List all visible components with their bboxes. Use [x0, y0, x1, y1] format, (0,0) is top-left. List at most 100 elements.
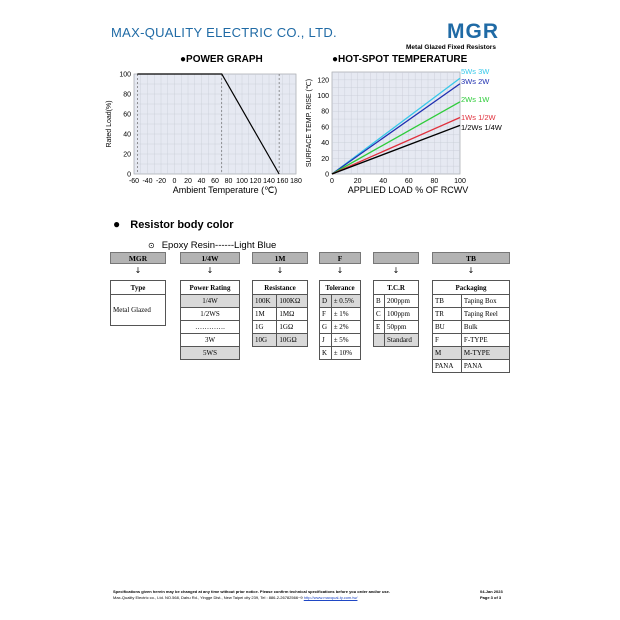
x-tick-label: 100: [236, 178, 248, 185]
packaging-value: PANA: [460, 359, 511, 373]
x-tick-label: 20: [354, 178, 362, 185]
tolerance-value: ± 0.5%: [330, 294, 362, 308]
tcr-code: C: [373, 307, 385, 321]
tcr-value: 200ppm: [384, 294, 419, 308]
x-tick-label: 180: [290, 178, 302, 185]
tcr-code: E: [373, 320, 385, 334]
power-cell: ………….: [180, 320, 240, 334]
y-tick-label: 60: [321, 124, 329, 131]
tolerance-value: ± 1%: [330, 307, 362, 321]
resistance-value: 100KΩ: [276, 294, 308, 308]
x-tick-label: -40: [142, 178, 152, 185]
x-axis-label: Ambient Temperature (℃): [173, 185, 277, 195]
website-link[interactable]: http://www.maxqual-ty.com.tw/: [303, 595, 358, 600]
legend-label: 1Ws 1/2W: [461, 113, 497, 122]
type-table: Type Metal Glazed: [110, 280, 166, 326]
packaging-value: M-TYPE: [460, 346, 511, 360]
code-tcr: [373, 252, 419, 264]
y-tick-label: 0: [127, 172, 131, 179]
y-tick-label: 100: [317, 93, 329, 100]
legend-label: 2Ws 1W: [461, 95, 490, 104]
packaging-value: Taping Reel: [460, 307, 511, 321]
company-name: MAX-QUALITY ELECTRIC CO., LTD.: [111, 25, 337, 40]
packaging-value: Taping Box: [460, 294, 511, 308]
power-cell: 3W: [180, 333, 240, 347]
x-tick-label: 100: [454, 178, 466, 185]
tolerance-code: D: [319, 294, 332, 308]
code-packaging: TB: [432, 252, 510, 264]
resistance-value: 1MΩ: [276, 307, 308, 321]
footer-date: 04-Jan 2023: [480, 589, 503, 594]
tolerance-value: ± 2%: [330, 320, 362, 334]
packaging-code: TR: [432, 307, 462, 321]
tcr-table: T.C.R B 200ppm C 100ppm E 50ppm Standard: [373, 280, 419, 347]
resistance-code: 1M: [251, 307, 278, 321]
series-line: [331, 101, 461, 175]
tolerance-code: G: [319, 320, 332, 334]
packaging-table: Packaging TB Taping Box TR Taping Reel BU B…: [432, 280, 511, 373]
tolerance-value: ± 10%: [330, 346, 362, 360]
packaging-value: F-TYPE: [460, 333, 511, 347]
tolerance-code: K: [319, 346, 332, 360]
resistance-code: 1G: [251, 320, 278, 334]
y-tick-label: 60: [123, 112, 131, 119]
power-graph-title: ●POWER GRAPH: [180, 54, 263, 65]
x-tick-label: 60: [405, 178, 413, 185]
tolerance-header: Tolerance: [319, 280, 361, 295]
resistance-value: 10GΩ: [276, 333, 308, 347]
resistance-code: 100K: [251, 294, 278, 308]
down-arrow-icon: ↓: [467, 266, 475, 275]
tolerance-value: ± 5%: [330, 333, 362, 347]
type-cell: Metal Glazed: [110, 294, 166, 326]
power-cell: 5WS: [180, 346, 240, 360]
code-power: 1/4W: [180, 252, 240, 264]
epoxy-resin-line: ⊙ Epoxy Resin------Light Blue: [148, 240, 277, 251]
footer-page: Page 3 of 3: [480, 595, 502, 600]
down-arrow-icon: ↓: [276, 266, 284, 275]
packaging-code: BU: [432, 320, 462, 334]
packaging-code: F: [432, 333, 462, 347]
tcr-code: [373, 333, 385, 347]
legend-label: 5Ws 3W: [461, 67, 490, 76]
resistor-body-color-heading: ● Resistor body color: [113, 217, 234, 231]
y-tick-label: 20: [123, 152, 131, 159]
series-line: [331, 116, 461, 175]
y-axis-label: SURFACE TEMP. RISE (℃): [306, 79, 313, 167]
tcr-code: B: [373, 294, 385, 308]
power-cell: 1/2WS: [180, 307, 240, 321]
product-subtitle: Metal Glazed Fixed Resistors: [406, 44, 496, 51]
down-arrow-icon: ↓: [336, 266, 344, 275]
series-line: [331, 77, 461, 175]
down-arrow-icon: ↓: [392, 266, 400, 275]
footer-address: Max-Quality Electric co., Ltd. NO.568, D…: [113, 595, 358, 600]
y-tick-label: 40: [123, 132, 131, 139]
x-tick-label: -20: [156, 178, 166, 185]
series-line: [331, 124, 461, 175]
footer-disclaimer: Specifications given herein may be chang…: [113, 589, 390, 594]
hotspot-chart-title: ●HOT-SPOT TEMPERATURE: [332, 54, 468, 65]
packaging-code: PANA: [432, 359, 462, 373]
resistance-header: Resistance: [252, 280, 308, 295]
y-tick-label: 80: [123, 92, 131, 99]
legend-label: 3Ws 2W: [461, 77, 490, 86]
x-tick-label: 20: [184, 178, 192, 185]
y-tick-label: 80: [321, 109, 329, 116]
packaging-value: Bulk: [460, 320, 511, 334]
brand-logo: MGR: [447, 20, 499, 43]
packaging-code: M: [432, 346, 462, 360]
y-axis-label: Rated Load(%): [106, 100, 113, 147]
code-tolerance: F: [319, 252, 361, 264]
y-tick-label: 20: [321, 156, 329, 163]
x-tick-label: 60: [211, 178, 219, 185]
tcr-header: T.C.R: [373, 280, 419, 295]
x-axis-label: APPLIED LOAD % OF RCWV: [348, 185, 469, 195]
x-tick-label: 40: [379, 178, 387, 185]
y-tick-label: 0: [325, 172, 329, 179]
resistance-value: 1GΩ: [276, 320, 308, 334]
code-resistance: 1M: [252, 252, 308, 264]
resistance-code: 10G: [251, 333, 278, 347]
power-cell: 1/4W: [180, 294, 240, 308]
tolerance-code: F: [319, 307, 332, 321]
derating-line: [137, 73, 280, 175]
